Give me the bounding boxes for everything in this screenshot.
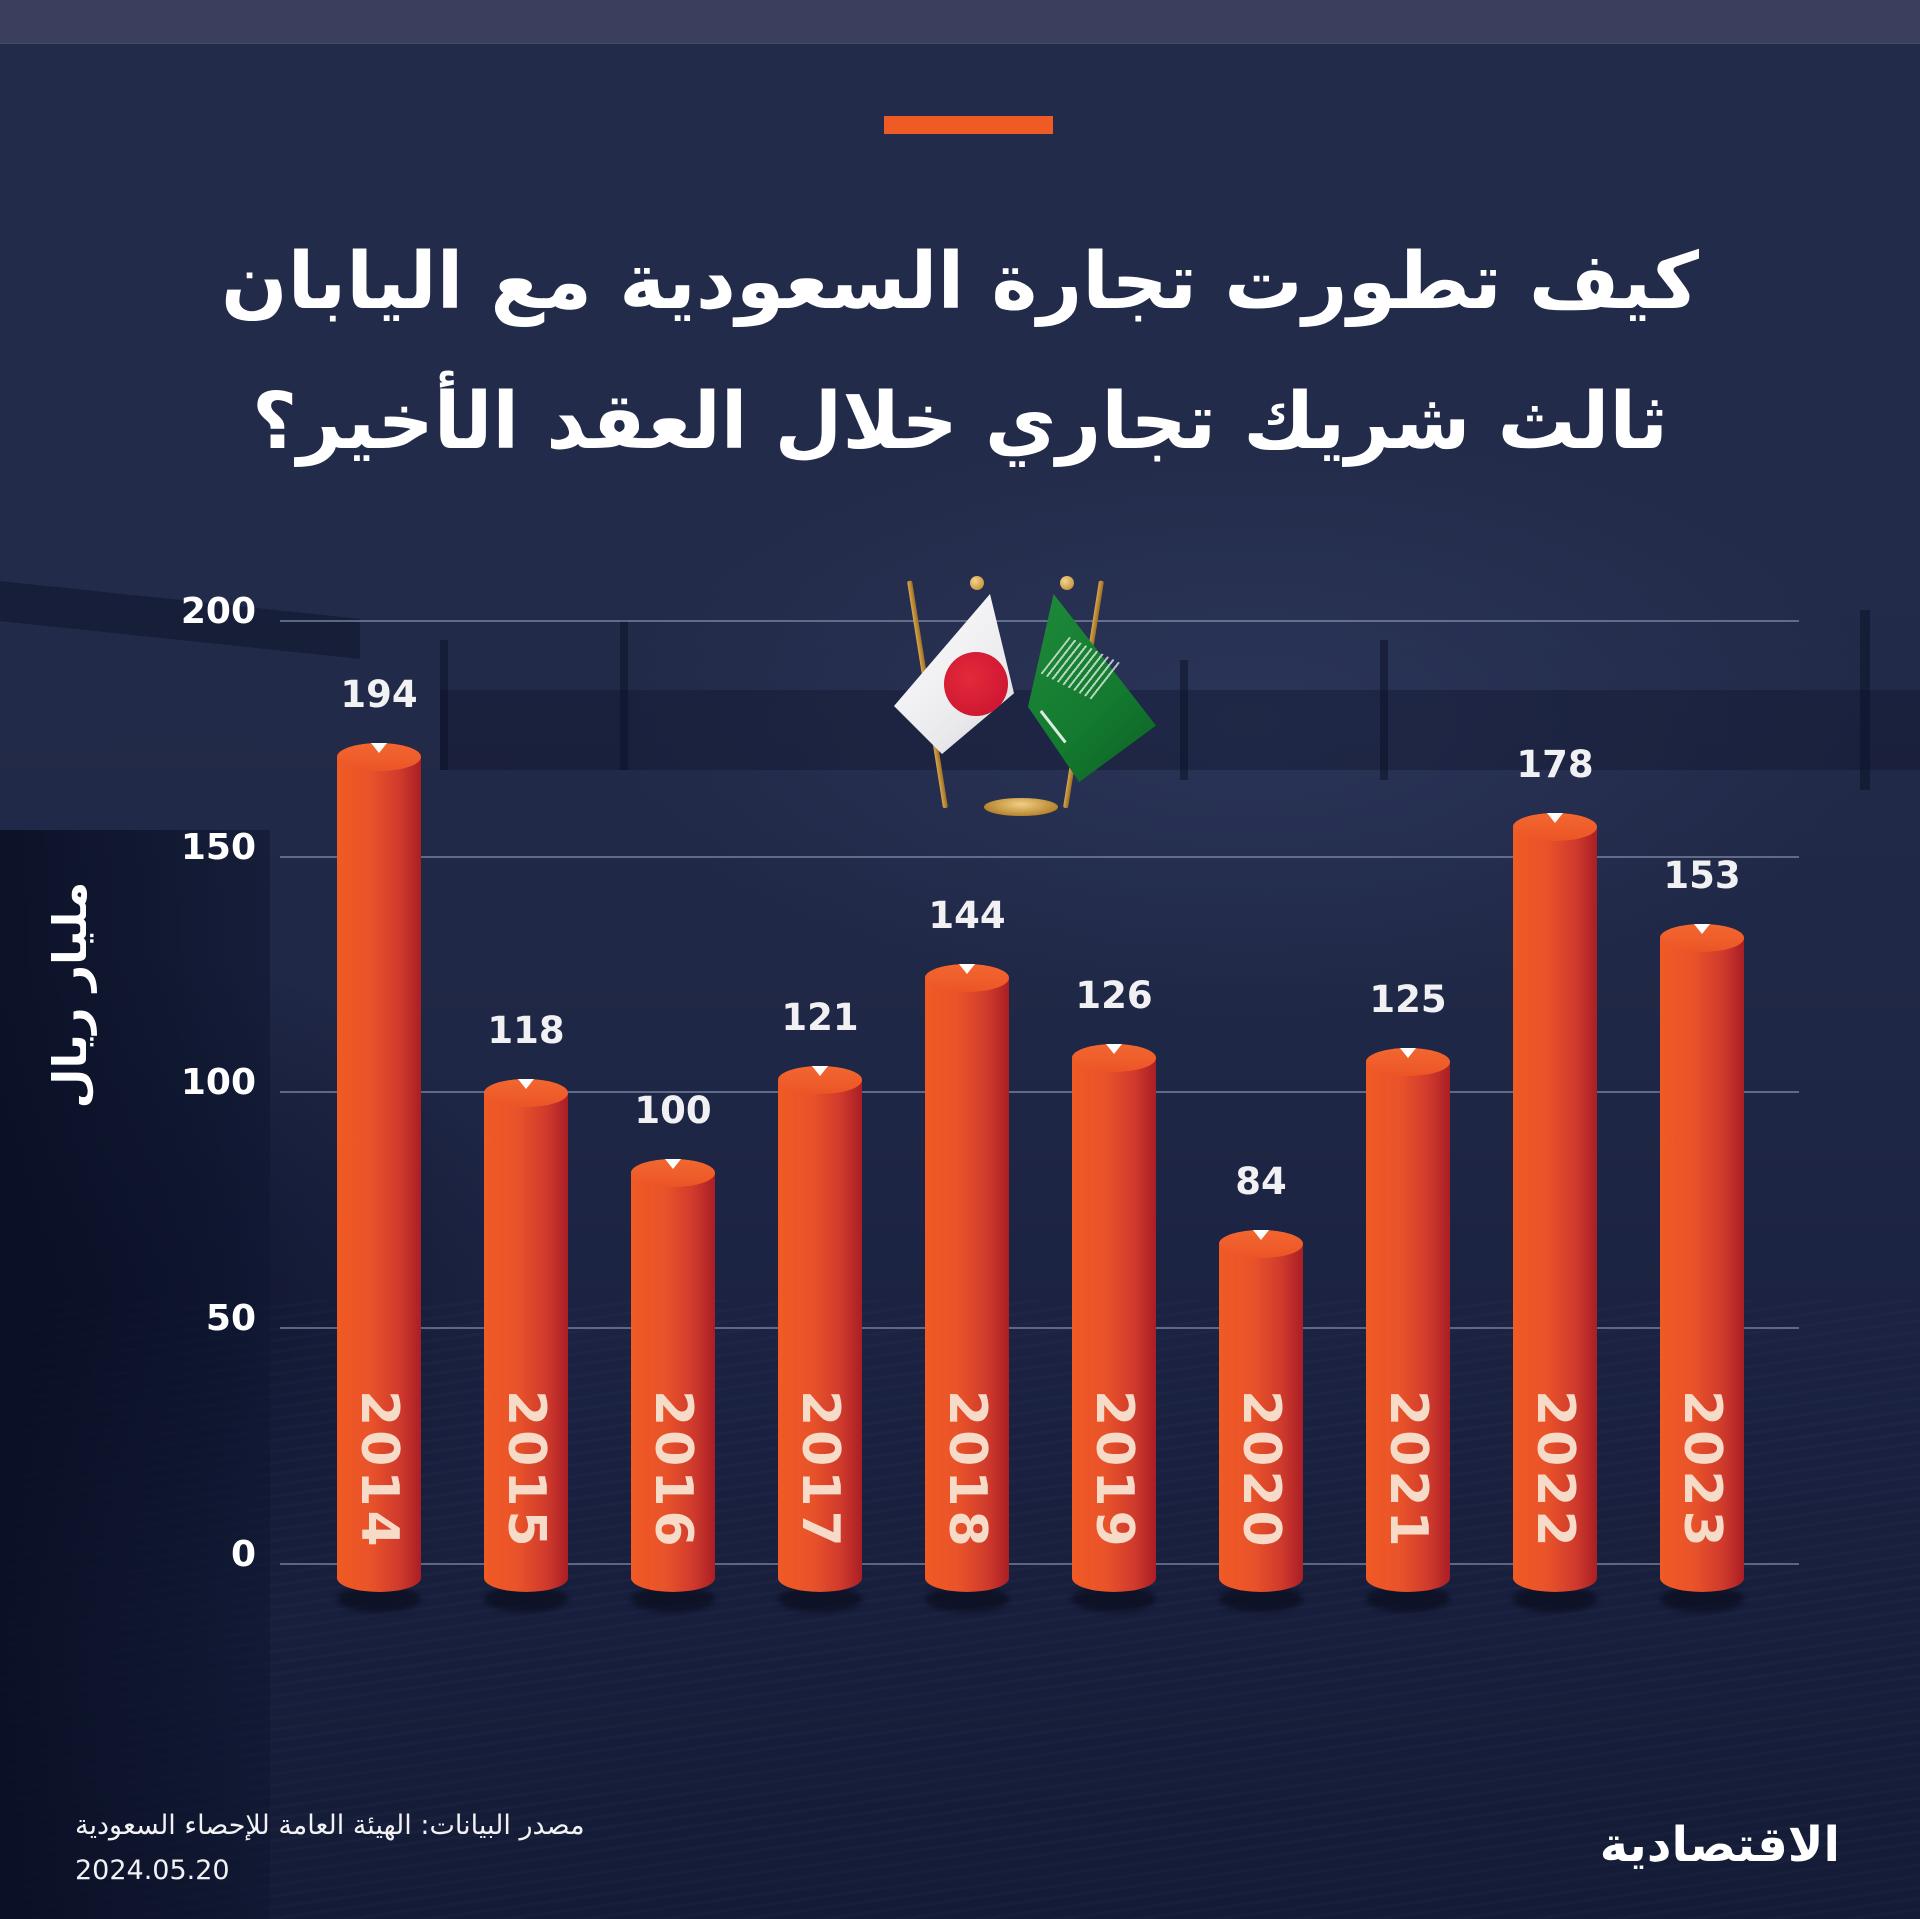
y-tick-50: 50 xyxy=(205,1298,256,1339)
bar-2020 xyxy=(1219,1229,1303,1592)
crane-silhouette xyxy=(1380,640,1388,780)
crane-silhouette xyxy=(620,620,628,770)
publish-date: 2024.05.20 xyxy=(75,1855,230,1886)
value-label: 84 xyxy=(1235,1159,1287,1203)
y-tick-150: 150 xyxy=(180,827,256,868)
value-pointer-icon xyxy=(665,1159,681,1169)
flags-illustration xyxy=(880,570,1160,830)
year-label: 2015 xyxy=(496,1390,556,1551)
year-label: 2014 xyxy=(349,1390,409,1551)
bar-2016 xyxy=(631,1159,715,1592)
bar-2015 xyxy=(484,1079,568,1592)
year-label: 2019 xyxy=(1084,1390,1144,1551)
bar-2019 xyxy=(1072,1043,1156,1592)
value-label: 126 xyxy=(1075,973,1153,1017)
value-label: 125 xyxy=(1369,978,1447,1022)
year-label: 2020 xyxy=(1231,1390,1291,1551)
gridline-200 xyxy=(280,620,1799,622)
bar-2022 xyxy=(1513,813,1597,1592)
gridline-0 xyxy=(280,1563,1799,1565)
flag-stand-base xyxy=(984,798,1058,816)
y-tick-100: 100 xyxy=(180,1062,256,1103)
value-label: 100 xyxy=(634,1089,712,1132)
bar-2018 xyxy=(925,964,1009,1592)
data-source: مصدر البيانات: الهيئة العامة للإحصاء الس… xyxy=(75,1810,585,1841)
bar-2014 xyxy=(337,742,421,1592)
value-label: 194 xyxy=(340,672,418,716)
bar-2021 xyxy=(1366,1048,1450,1592)
value-label: 153 xyxy=(1663,854,1741,898)
y-tick-0: 0 xyxy=(230,1534,256,1575)
title-line-2: ثالث شريك تجاري خلال العقد الأخير؟ xyxy=(251,377,1669,467)
value-pointer-icon xyxy=(1253,1229,1269,1240)
year-label: 2021 xyxy=(1378,1390,1438,1551)
page-title: كيف تطورت تجارة السعودية مع اليابان ثالث… xyxy=(60,212,1860,492)
year-label: 2017 xyxy=(790,1390,850,1551)
top-strip xyxy=(0,0,1920,44)
bar-2023 xyxy=(1660,924,1744,1592)
value-pointer-icon xyxy=(518,1079,534,1090)
publisher-logo: الاقتصادية xyxy=(1599,1817,1841,1873)
pole-finial xyxy=(1060,576,1074,590)
port-skyline-silhouette xyxy=(440,690,1920,770)
gridline-50 xyxy=(280,1327,1799,1329)
value-label: 144 xyxy=(928,894,1006,938)
bar-2017 xyxy=(778,1065,862,1592)
value-pointer-icon xyxy=(1400,1048,1416,1059)
gridline-100 xyxy=(280,1091,1799,1093)
pole-finial xyxy=(970,576,984,590)
title-line-1: كيف تطورت تجارة السعودية مع اليابان xyxy=(221,237,1700,327)
y-axis-title: مليار ريال xyxy=(43,881,97,1109)
value-label: 178 xyxy=(1516,743,1594,787)
value-pointer-icon xyxy=(1694,924,1710,935)
value-pointer-icon xyxy=(812,1065,828,1076)
crane-silhouette xyxy=(1180,660,1188,780)
y-tick-200: 200 xyxy=(180,591,256,632)
accent-bar xyxy=(884,116,1053,134)
japan-flag-disc xyxy=(944,652,1008,716)
value-pointer-icon xyxy=(371,742,387,753)
year-label: 2022 xyxy=(1525,1390,1585,1551)
value-pointer-icon xyxy=(1106,1043,1122,1054)
value-pointer-icon xyxy=(1547,813,1563,824)
year-label: 2018 xyxy=(937,1390,997,1551)
value-pointer-icon xyxy=(959,964,975,975)
value-label: 118 xyxy=(487,1009,565,1053)
year-label: 2016 xyxy=(643,1390,703,1551)
year-label: 2023 xyxy=(1672,1390,1732,1551)
crane-silhouette xyxy=(1860,610,1870,790)
value-label: 121 xyxy=(781,995,859,1039)
gridline-150 xyxy=(280,856,1799,858)
